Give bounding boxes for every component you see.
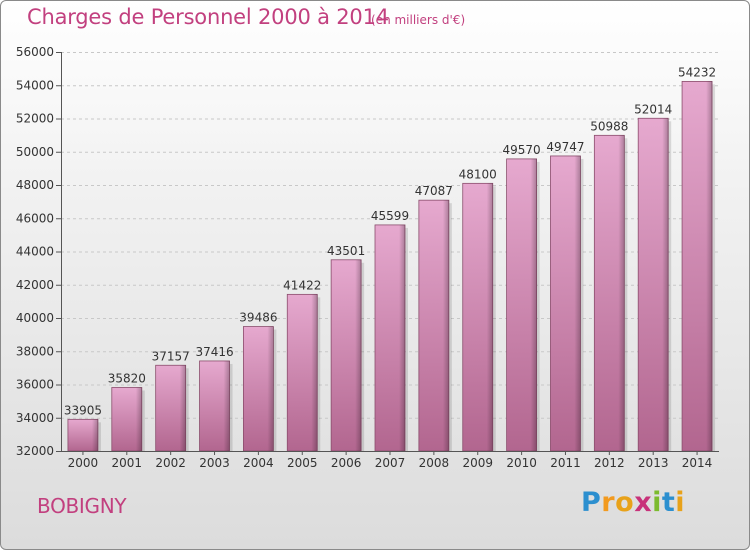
bar-side-shade <box>486 183 493 451</box>
logo-letter: P <box>581 487 602 518</box>
bar-side-shade <box>91 419 98 451</box>
value-label: 48100 <box>459 167 497 181</box>
y-tick-label: 46000 <box>16 211 54 225</box>
y-tick-label: 56000 <box>16 45 54 59</box>
bar-side-shade <box>706 81 713 451</box>
bar[interactable] <box>637 117 672 452</box>
value-label: 41422 <box>283 278 321 292</box>
bar[interactable] <box>681 80 716 452</box>
bar[interactable] <box>111 387 145 452</box>
bar[interactable] <box>286 293 321 452</box>
value-label: 43501 <box>327 244 365 258</box>
y-tick-label: 48000 <box>16 178 54 192</box>
bar-side-shade <box>311 294 318 451</box>
chart-title: Charges de Personnel 2000 à 2014 <box>27 5 389 29</box>
value-label: 39486 <box>239 311 277 325</box>
value-label: 37157 <box>152 349 190 363</box>
logo-letter: x <box>634 487 653 518</box>
logo-letter: r <box>601 487 616 518</box>
value-label: 52014 <box>634 102 672 116</box>
logo-letter: t <box>661 487 676 518</box>
bar-side-shade <box>267 326 274 451</box>
x-tick-label: 2013 <box>638 456 669 470</box>
y-tick-label: 44000 <box>16 245 54 259</box>
logo-letter: i <box>675 487 686 518</box>
bar[interactable] <box>330 259 365 452</box>
x-tick-label: 2003 <box>199 456 230 470</box>
x-tick-label: 2006 <box>331 456 362 470</box>
bar-side-shade <box>135 387 142 451</box>
value-label: 33905 <box>64 403 102 417</box>
logo-letter: o <box>615 487 635 518</box>
y-tick-label: 42000 <box>16 278 54 292</box>
y-tick-label: 50000 <box>16 145 54 159</box>
bars <box>67 80 716 452</box>
bar-side-shade <box>355 259 362 451</box>
x-tick-label: 2009 <box>462 456 493 470</box>
bar-side-shade <box>662 118 669 452</box>
y-tick-label: 38000 <box>16 344 54 358</box>
value-label: 54232 <box>678 65 716 79</box>
x-tick-label: 2005 <box>287 456 318 470</box>
bar[interactable] <box>550 155 584 452</box>
y-tick-label: 34000 <box>16 411 54 425</box>
value-label: 50988 <box>590 119 628 133</box>
x-tick-label: 2002 <box>155 456 186 470</box>
x-tick-label: 2011 <box>550 456 581 470</box>
bar[interactable] <box>418 199 452 452</box>
y-axis-ticks: 32000 34000 36000 38000 40000 42000 44000 46000… <box>16 45 61 458</box>
bar[interactable] <box>155 364 189 452</box>
x-tick-label: 2000 <box>68 456 99 470</box>
bar-side-shade <box>223 360 230 451</box>
x-tick-label: 2004 <box>243 456 274 470</box>
bar-side-shade <box>574 155 581 452</box>
bar-side-shade <box>179 365 186 451</box>
value-label: 47087 <box>415 184 453 198</box>
x-tick-label: 2001 <box>112 456 143 470</box>
bar-side-shade <box>530 158 537 451</box>
bar-side-shade <box>618 135 625 451</box>
chart-subtitle: (en milliers d'€) <box>371 13 466 27</box>
value-label: 49747 <box>546 140 584 154</box>
x-tick-label: 2010 <box>506 456 537 470</box>
commune-name: BOBIGNY <box>37 494 127 518</box>
x-tick-label: 2007 <box>375 456 406 470</box>
x-axis-ticks: 2000 2001 2002 2003 2004 2005 2006 2007 2008 2009… <box>68 451 713 470</box>
bar-side-shade <box>442 200 449 451</box>
bar[interactable] <box>199 360 233 452</box>
value-label: 45599 <box>371 209 409 223</box>
bar[interactable] <box>242 326 277 452</box>
x-tick-label: 2012 <box>594 456 625 470</box>
y-tick-label: 32000 <box>16 444 54 458</box>
bar[interactable] <box>67 418 101 452</box>
logo-letter: i <box>652 487 662 518</box>
bar-side-shade <box>399 224 405 451</box>
x-tick-label: 2014 <box>682 456 713 470</box>
value-label: 37416 <box>195 345 233 359</box>
bar[interactable] <box>374 224 408 452</box>
y-tick-label: 40000 <box>16 311 54 325</box>
bar[interactable] <box>462 182 496 452</box>
y-tick-label: 52000 <box>16 112 54 126</box>
proxiti-logo[interactable]: Proxiti <box>581 487 685 518</box>
value-label: 35820 <box>108 371 146 385</box>
bar[interactable] <box>593 134 628 452</box>
x-tick-label: 2008 <box>419 456 450 470</box>
bar[interactable] <box>506 158 540 452</box>
value-label: 49570 <box>503 143 541 157</box>
y-tick-label: 54000 <box>16 78 54 92</box>
value-labels: 33905 35820 37157 37416 39486 41422 43501 45599… <box>64 65 716 417</box>
y-tick-label: 36000 <box>16 378 54 392</box>
